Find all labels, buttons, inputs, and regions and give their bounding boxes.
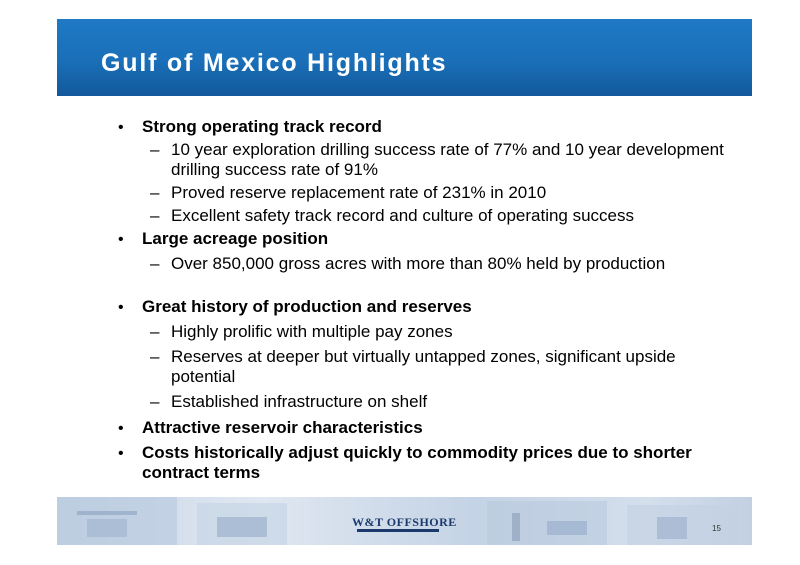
bullet-heading: Great history of production and reserves [142,297,472,316]
bullet-heading: Large acreage position [142,229,329,248]
company-logo: W&T OFFSHORE [352,515,457,529]
dash-glyph: – [150,183,160,202]
title-banner: Gulf of Mexico Highlights [57,19,752,96]
dash-glyph: – [150,347,160,366]
logo-underline [357,529,439,532]
sub-bullet: Proved reserve replacement rate of 231% … [171,183,547,202]
dash-glyph: – [150,206,160,225]
dash-glyph: – [150,140,160,159]
footer-band: W&T OFFSHORE 15 [57,497,752,545]
bullet-heading: Costs historically adjust quickly to com… [142,443,692,482]
bullet-glyph: • [118,299,124,316]
page-number: 15 [712,524,721,533]
footer-photo-strip [57,497,737,545]
sub-bullet: Established infrastructure on shelf [171,392,428,411]
sub-bullet: Excellent safety track record and cultur… [171,206,635,225]
slide-title: Gulf of Mexico Highlights [101,49,448,77]
bullet-heading: Strong operating track record [142,117,382,136]
bullet-glyph: • [118,119,124,136]
sub-bullet: Highly prolific with multiple pay zones [171,322,453,341]
dash-glyph: – [150,254,160,273]
bullet-glyph: • [118,231,124,248]
dash-glyph: – [150,322,160,341]
dash-glyph: – [150,392,160,411]
bullet-heading: Attractive reservoir characteristics [142,418,423,437]
bullet-glyph: • [118,420,124,437]
sub-bullet: Reserves at deeper but virtually untappe… [171,347,676,386]
slide: Gulf of Mexico Highlights • Strong opera… [57,19,752,545]
sub-bullet: Over 850,000 gross acres with more than … [171,254,666,273]
bullet-glyph: • [118,445,124,462]
sub-bullet: 10 year exploration drilling success rat… [171,140,724,179]
